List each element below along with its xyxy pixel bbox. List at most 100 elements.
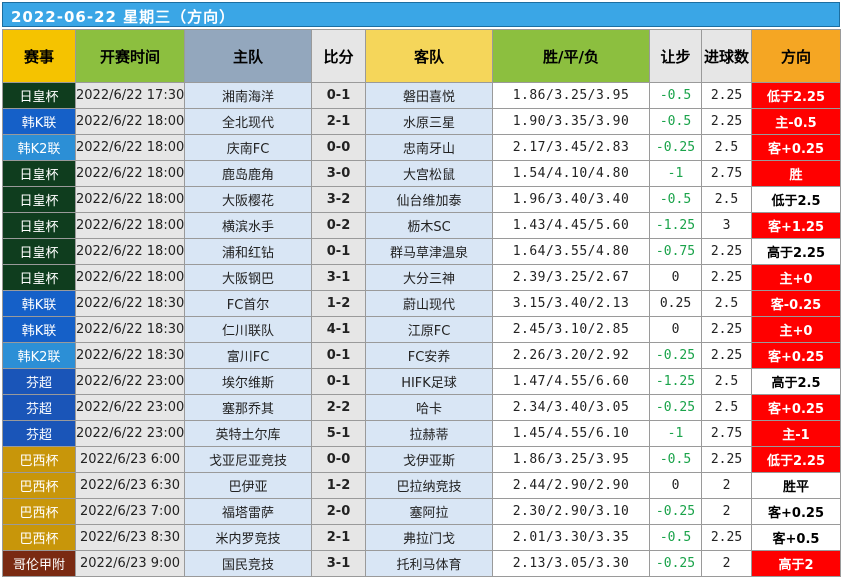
- score-cell[interactable]: 1-2: [311, 472, 366, 499]
- home-team-cell[interactable]: 庆南FC: [184, 134, 312, 161]
- time-cell[interactable]: 2022/6/22 18:00: [75, 134, 185, 161]
- table-row[interactable]: 芬超 2022/6/22 23:00 英特土尔库 5-1 拉赫蒂 1.45/4.55/6.…: [2, 420, 841, 447]
- home-team-cell[interactable]: 埃尔维斯: [184, 368, 312, 395]
- odds-cell[interactable]: 1.54/4.10/4.80: [492, 160, 650, 187]
- header-handicap[interactable]: 让步: [649, 29, 702, 83]
- direction-cell[interactable]: 主-0.5: [751, 108, 841, 135]
- time-cell[interactable]: 2022/6/22 18:00: [75, 108, 185, 135]
- direction-cell[interactable]: 主+0: [751, 264, 841, 291]
- handicap-cell[interactable]: -1.25: [649, 368, 702, 395]
- time-cell[interactable]: 2022/6/22 17:30: [75, 82, 185, 109]
- score-cell[interactable]: 5-1: [311, 420, 366, 447]
- score-cell[interactable]: 0-0: [311, 134, 366, 161]
- goals-cell[interactable]: 2.5: [701, 368, 752, 395]
- home-team-cell[interactable]: 米内罗竞技: [184, 524, 312, 551]
- direction-cell[interactable]: 客+0.25: [751, 394, 841, 421]
- direction-cell[interactable]: 主+0: [751, 316, 841, 343]
- table-row[interactable]: 韩K联 2022/6/22 18:30 仁川联队 4-1 江原FC 2.45/3.10/2…: [2, 316, 841, 343]
- header-direction[interactable]: 方向: [751, 29, 841, 83]
- score-cell[interactable]: 0-1: [311, 368, 366, 395]
- score-cell[interactable]: 0-0: [311, 446, 366, 473]
- home-team-cell[interactable]: 鹿岛鹿角: [184, 160, 312, 187]
- home-team-cell[interactable]: 英特土尔库: [184, 420, 312, 447]
- away-team-cell[interactable]: 水原三星: [365, 108, 493, 135]
- handicap-cell[interactable]: -0.5: [649, 186, 702, 213]
- time-cell[interactable]: 2022/6/22 23:00: [75, 394, 185, 421]
- league-cell[interactable]: 韩K联: [2, 316, 76, 343]
- odds-cell[interactable]: 2.30/2.90/3.10: [492, 498, 650, 525]
- table-row[interactable]: 日皇杯 2022/6/22 18:00 浦和红钻 0-1 群马草津温泉 1.64/3.55…: [2, 238, 841, 265]
- direction-cell[interactable]: 主-1: [751, 420, 841, 447]
- direction-cell[interactable]: 客+1.25: [751, 212, 841, 239]
- handicap-cell[interactable]: 0: [649, 472, 702, 499]
- league-cell[interactable]: 日皇杯: [2, 238, 76, 265]
- away-team-cell[interactable]: 哈卡: [365, 394, 493, 421]
- score-cell[interactable]: 0-2: [311, 212, 366, 239]
- league-cell[interactable]: 日皇杯: [2, 82, 76, 109]
- header-odds[interactable]: 胜/平/负: [492, 29, 650, 83]
- score-cell[interactable]: 0-1: [311, 238, 366, 265]
- league-cell[interactable]: 日皇杯: [2, 212, 76, 239]
- odds-cell[interactable]: 1.86/3.25/3.95: [492, 82, 650, 109]
- league-cell[interactable]: 巴西杯: [2, 446, 76, 473]
- direction-cell[interactable]: 高于2.25: [751, 238, 841, 265]
- odds-cell[interactable]: 2.39/3.25/2.67: [492, 264, 650, 291]
- league-cell[interactable]: 日皇杯: [2, 186, 76, 213]
- table-row[interactable]: 日皇杯 2022/6/22 18:00 大阪樱花 3-2 仙台维加泰 1.96/3.40/…: [2, 186, 841, 213]
- handicap-cell[interactable]: -0.25: [649, 394, 702, 421]
- goals-cell[interactable]: 2.5: [701, 186, 752, 213]
- handicap-cell[interactable]: -0.5: [649, 108, 702, 135]
- goals-cell[interactable]: 2.25: [701, 238, 752, 265]
- direction-cell[interactable]: 高于2.5: [751, 368, 841, 395]
- direction-cell[interactable]: 胜: [751, 160, 841, 187]
- table-row[interactable]: 韩K2联 2022/6/22 18:30 富川FC 0-1 FC安养 2.26/3.20/…: [2, 342, 841, 369]
- time-cell[interactable]: 2022/6/22 18:30: [75, 342, 185, 369]
- time-cell[interactable]: 2022/6/22 23:00: [75, 368, 185, 395]
- handicap-cell[interactable]: -1.25: [649, 212, 702, 239]
- time-cell[interactable]: 2022/6/22 18:30: [75, 316, 185, 343]
- home-team-cell[interactable]: 湘南海洋: [184, 82, 312, 109]
- score-cell[interactable]: 0-1: [311, 342, 366, 369]
- handicap-cell[interactable]: -0.75: [649, 238, 702, 265]
- away-team-cell[interactable]: HIFK足球: [365, 368, 493, 395]
- handicap-cell[interactable]: -0.25: [649, 550, 702, 577]
- odds-cell[interactable]: 2.44/2.90/2.90: [492, 472, 650, 499]
- odds-cell[interactable]: 3.15/3.40/2.13: [492, 290, 650, 317]
- direction-cell[interactable]: 低于2.25: [751, 446, 841, 473]
- league-cell[interactable]: 韩K联: [2, 290, 76, 317]
- goals-cell[interactable]: 2.25: [701, 446, 752, 473]
- home-team-cell[interactable]: 戈亚尼亚竞技: [184, 446, 312, 473]
- table-row[interactable]: 日皇杯 2022/6/22 17:30 湘南海洋 0-1 磐田喜悦 1.86/3.25/3…: [2, 82, 841, 109]
- away-team-cell[interactable]: 托利马体育: [365, 550, 493, 577]
- away-team-cell[interactable]: 忠南牙山: [365, 134, 493, 161]
- home-team-cell[interactable]: 浦和红钻: [184, 238, 312, 265]
- score-cell[interactable]: 3-1: [311, 264, 366, 291]
- score-cell[interactable]: 2-2: [311, 394, 366, 421]
- goals-cell[interactable]: 2.5: [701, 134, 752, 161]
- handicap-cell[interactable]: -0.5: [649, 446, 702, 473]
- table-row[interactable]: 巴西杯 2022/6/23 6:00 戈亚尼亚竞技 0-0 戈伊亚斯 1.86/3.25/…: [2, 446, 841, 473]
- goals-cell[interactable]: 2.75: [701, 420, 752, 447]
- home-team-cell[interactable]: FC首尔: [184, 290, 312, 317]
- time-cell[interactable]: 2022/6/23 7:00: [75, 498, 185, 525]
- handicap-cell[interactable]: -0.5: [649, 82, 702, 109]
- league-cell[interactable]: 韩K2联: [2, 342, 76, 369]
- odds-cell[interactable]: 1.90/3.35/3.90: [492, 108, 650, 135]
- handicap-cell[interactable]: -1: [649, 420, 702, 447]
- header-league[interactable]: 赛事: [2, 29, 76, 83]
- table-row[interactable]: 韩K联 2022/6/22 18:30 FC首尔 1-2 蔚山现代 3.15/3.40/2…: [2, 290, 841, 317]
- home-team-cell[interactable]: 横滨水手: [184, 212, 312, 239]
- odds-cell[interactable]: 1.43/4.45/5.60: [492, 212, 650, 239]
- score-cell[interactable]: 2-0: [311, 498, 366, 525]
- direction-cell[interactable]: 客+0.25: [751, 498, 841, 525]
- goals-cell[interactable]: 2: [701, 498, 752, 525]
- score-cell[interactable]: 2-1: [311, 108, 366, 135]
- odds-cell[interactable]: 1.47/4.55/6.60: [492, 368, 650, 395]
- score-cell[interactable]: 2-1: [311, 524, 366, 551]
- time-cell[interactable]: 2022/6/22 18:00: [75, 186, 185, 213]
- score-cell[interactable]: 0-1: [311, 82, 366, 109]
- table-row[interactable]: 韩K联 2022/6/22 18:00 全北现代 2-1 水原三星 1.90/3.35/3…: [2, 108, 841, 135]
- home-team-cell[interactable]: 大阪钢巴: [184, 264, 312, 291]
- home-team-cell[interactable]: 大阪樱花: [184, 186, 312, 213]
- table-row[interactable]: 芬超 2022/6/22 23:00 塞那乔其 2-2 哈卡 2.34/3.40/3.05…: [2, 394, 841, 421]
